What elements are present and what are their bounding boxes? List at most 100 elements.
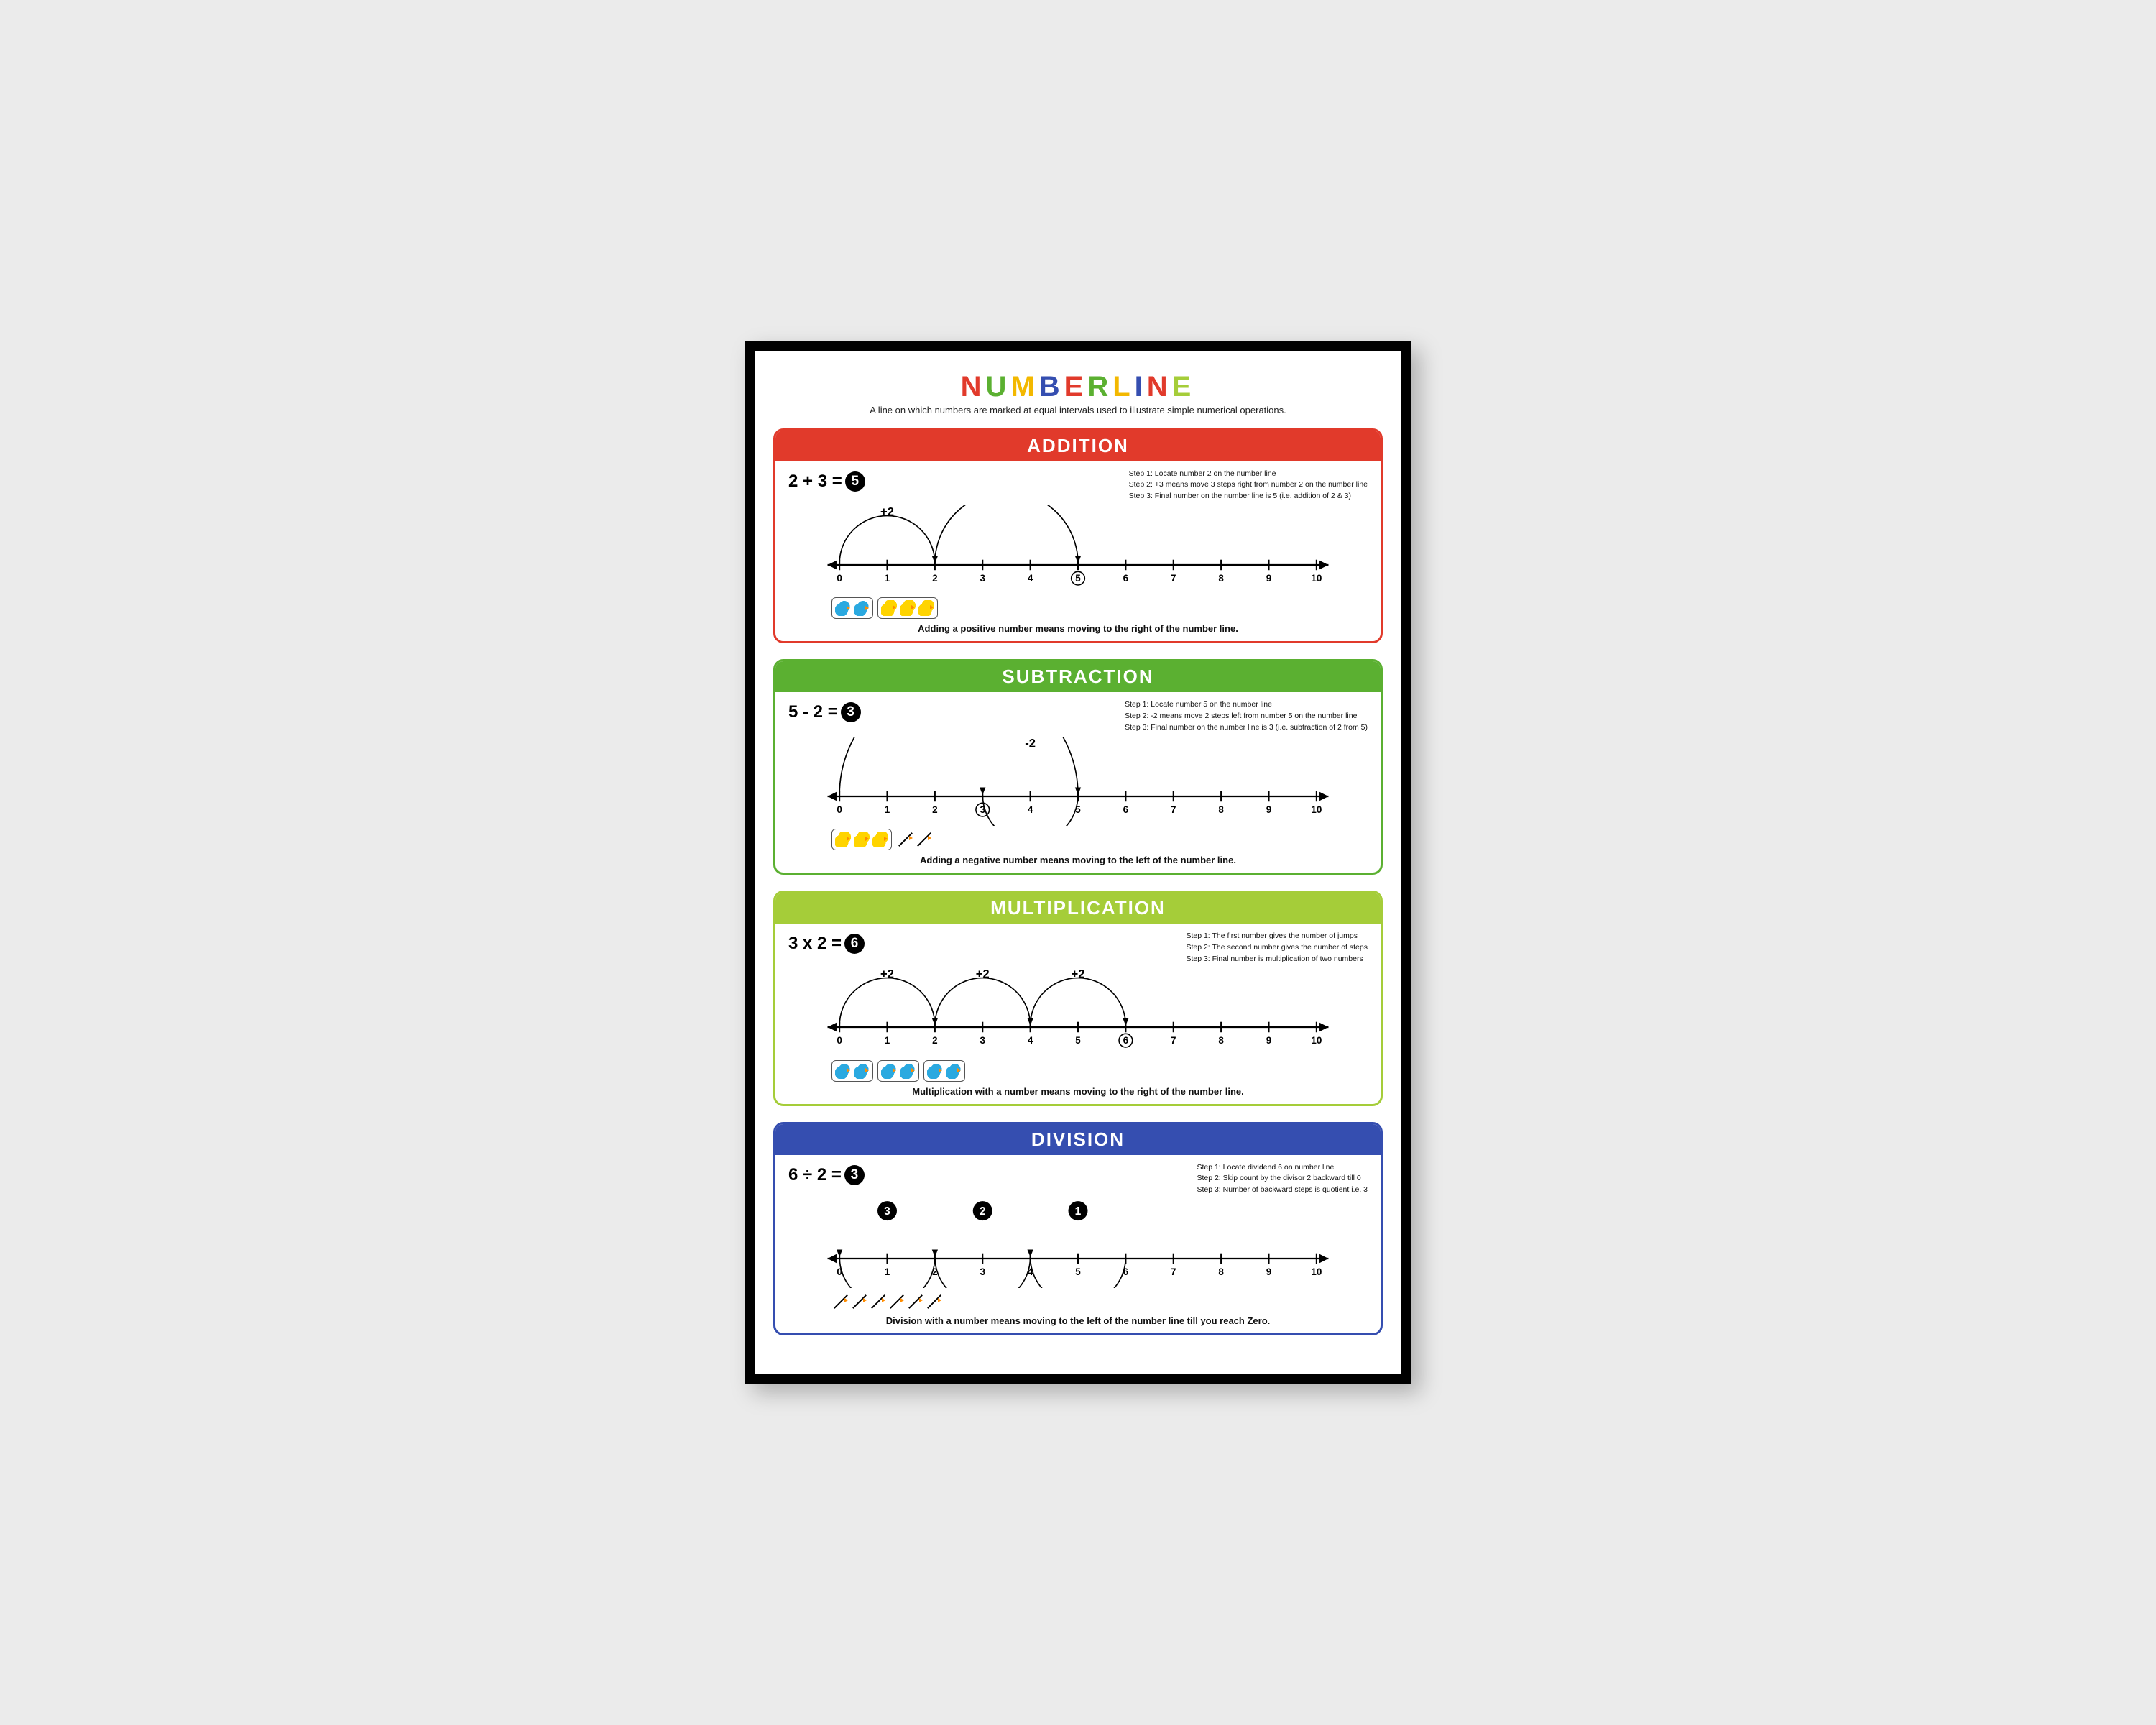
bird-icon	[854, 1063, 870, 1079]
section-division: DIVISION 6 ÷ 2 = 3 Step 1: Locate divide…	[773, 1122, 1383, 1336]
section-header: ADDITION	[775, 431, 1381, 461]
svg-text:7: 7	[1171, 573, 1176, 584]
number-line: +2+3 012345678910	[817, 505, 1339, 594]
chick-icon	[835, 832, 851, 847]
svg-text:10: 10	[1311, 804, 1322, 814]
svg-text:1: 1	[885, 1266, 890, 1277]
icon-group	[831, 1060, 873, 1082]
step-text: Step 1: Locate dividend 6 on number line	[1197, 1162, 1368, 1174]
icon-group	[831, 1291, 944, 1311]
chick-icon	[854, 832, 870, 847]
svg-text:3: 3	[980, 1035, 986, 1046]
section-footnote: Adding a positive number means moving to…	[788, 623, 1368, 634]
svg-text:10: 10	[1311, 1266, 1322, 1277]
section-footnote: Division with a number means moving to t…	[788, 1315, 1368, 1326]
svg-text:9: 9	[1266, 573, 1272, 584]
svg-text:9: 9	[1266, 804, 1272, 814]
chick-icon	[881, 600, 897, 616]
svg-text:3: 3	[884, 1205, 890, 1218]
svg-text:4: 4	[1028, 1266, 1033, 1277]
svg-text:3: 3	[980, 1266, 986, 1277]
icon-group	[831, 597, 873, 619]
chick-icon	[916, 831, 932, 847]
icon-group	[896, 829, 934, 850]
chick-icon	[872, 832, 888, 847]
bird-icon	[835, 600, 851, 616]
svg-text:5: 5	[1075, 573, 1081, 584]
svg-text:+2: +2	[1072, 967, 1085, 981]
icon-row	[831, 1060, 1368, 1082]
step-text: Step 3: Number of backward steps is quot…	[1197, 1184, 1368, 1196]
svg-text:7: 7	[1171, 804, 1176, 814]
chick-icon	[833, 1293, 849, 1309]
bird-icon	[881, 1063, 897, 1079]
section-header: SUBTRACTION	[775, 661, 1381, 692]
equation-result: 6	[844, 934, 865, 954]
bird-icon	[900, 1063, 916, 1079]
svg-text:-2: -2	[1025, 737, 1036, 750]
svg-text:6: 6	[1123, 1035, 1129, 1046]
icon-row	[831, 1291, 1368, 1311]
svg-text:6: 6	[1123, 804, 1129, 814]
chick-icon	[852, 1293, 867, 1309]
number-line: +2+2+2 012345678910	[817, 967, 1339, 1057]
equation: 5 - 2 = 3	[788, 702, 861, 722]
svg-text:10: 10	[1311, 1035, 1322, 1046]
svg-text:3: 3	[980, 804, 986, 814]
bird-icon	[854, 600, 870, 616]
svg-text:3: 3	[980, 573, 986, 584]
svg-text:5: 5	[1075, 1035, 1081, 1046]
step-text: Step 3: Final number is multiplication o…	[1186, 954, 1368, 965]
section-body: 2 + 3 = 5 Step 1: Locate number 2 on the…	[775, 461, 1381, 642]
poster: NUMBER LINE A line on which numbers are …	[755, 351, 1401, 1375]
svg-text:2: 2	[932, 1035, 938, 1046]
section-footnote: Adding a negative number means moving to…	[788, 855, 1368, 865]
svg-text:1: 1	[885, 573, 890, 584]
steps-list: Step 1: Locate number 2 on the number li…	[1129, 469, 1368, 502]
svg-text:+2: +2	[976, 967, 990, 981]
chick-icon	[898, 831, 913, 847]
svg-text:0: 0	[837, 1035, 842, 1046]
section-body: 5 - 2 = 3 Step 1: Locate number 5 on the…	[775, 692, 1381, 873]
svg-text:4: 4	[1028, 804, 1033, 814]
svg-text:9: 9	[1266, 1035, 1272, 1046]
steps-list: Step 1: The first number gives the numbe…	[1186, 931, 1368, 965]
equation: 6 ÷ 2 = 3	[788, 1165, 865, 1185]
svg-text:+2: +2	[880, 505, 894, 519]
step-text: Step 3: Final number on the number line …	[1129, 491, 1368, 502]
svg-text:9: 9	[1266, 1266, 1272, 1277]
svg-text:4: 4	[1028, 573, 1033, 584]
section-subtraction: SUBTRACTION 5 - 2 = 3 Step 1: Locate num…	[773, 659, 1383, 875]
equation-lhs: 6 ÷ 2 =	[788, 1165, 842, 1185]
sections-container: ADDITION 2 + 3 = 5 Step 1: Locate number…	[773, 428, 1383, 1336]
equation: 3 x 2 = 6	[788, 934, 865, 954]
poster-subtitle: A line on which numbers are marked at eq…	[773, 405, 1383, 415]
chick-icon	[926, 1293, 942, 1309]
step-text: Step 2: +3 means move 3 steps right from…	[1129, 479, 1368, 491]
steps-list: Step 1: Locate dividend 6 on number line…	[1197, 1162, 1368, 1196]
equation-result: 3	[841, 702, 861, 722]
equation-lhs: 5 - 2 =	[788, 702, 838, 722]
svg-text:2: 2	[932, 804, 938, 814]
section-addition: ADDITION 2 + 3 = 5 Step 1: Locate number…	[773, 428, 1383, 644]
svg-text:0: 0	[837, 1266, 842, 1277]
svg-text:10: 10	[1311, 573, 1322, 584]
chick-icon	[918, 600, 934, 616]
icon-group	[877, 1060, 919, 1082]
svg-text:7: 7	[1171, 1266, 1176, 1277]
svg-text:8: 8	[1218, 804, 1224, 814]
svg-text:5: 5	[1075, 804, 1081, 814]
svg-text:2: 2	[932, 573, 938, 584]
step-text: Step 1: Locate number 5 on the number li…	[1125, 699, 1368, 711]
equation-lhs: 2 + 3 =	[788, 472, 842, 492]
svg-text:+2: +2	[880, 967, 894, 981]
icon-group	[831, 829, 892, 850]
chick-icon	[908, 1293, 923, 1309]
svg-text:0: 0	[837, 573, 842, 584]
svg-text:0: 0	[837, 804, 842, 814]
svg-text:1: 1	[885, 804, 890, 814]
chick-icon	[889, 1293, 905, 1309]
svg-text:8: 8	[1218, 1035, 1224, 1046]
poster-title: NUMBER LINE	[773, 371, 1383, 403]
equation-result: 3	[844, 1165, 865, 1185]
